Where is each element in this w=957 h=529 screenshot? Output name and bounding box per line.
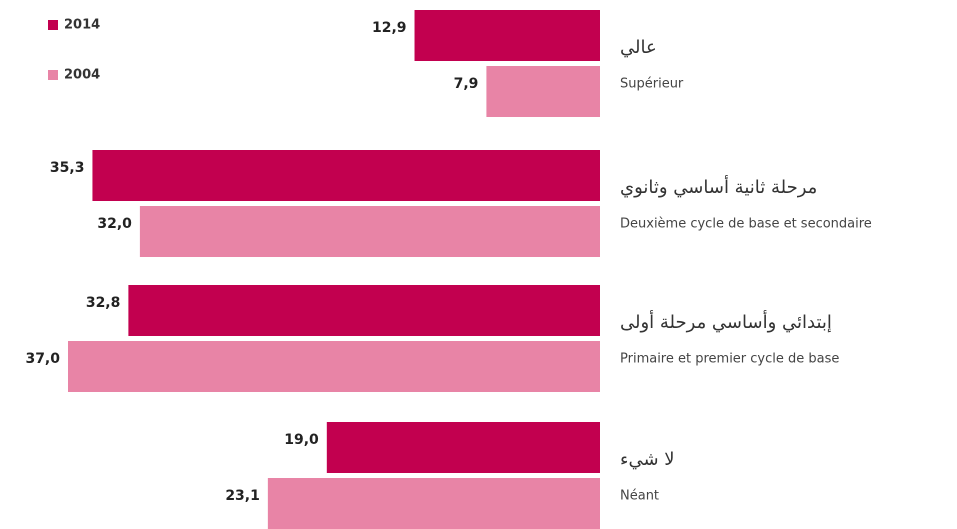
bar	[128, 285, 600, 336]
category-label-ar: لا شيء	[620, 449, 675, 470]
category-label-ar: مرحلة ثانية أساسي وثانوي	[620, 175, 817, 198]
bar	[139, 206, 600, 257]
legend-swatch	[48, 70, 58, 80]
category-label: Supérieur	[620, 77, 684, 92]
bar	[414, 10, 600, 61]
bar	[92, 150, 601, 201]
bar	[68, 341, 600, 392]
category-label-ar: إبتدائي وأساسي مرحلة أولى	[620, 310, 832, 333]
bar	[267, 478, 600, 529]
value-label: 35,3	[50, 160, 85, 176]
bar	[326, 422, 600, 473]
value-label: 23,1	[225, 488, 260, 504]
category-label-ar: عالي	[620, 37, 657, 58]
category-label: Deuxième cycle de base et secondaire	[620, 217, 872, 232]
value-label: 12,9	[372, 20, 407, 36]
category-label: Primaire et premier cycle de base	[620, 352, 839, 367]
legend-label: 2014	[64, 18, 100, 33]
value-label: 32,0	[97, 216, 132, 232]
value-label: 19,0	[284, 432, 319, 448]
value-label: 32,8	[86, 295, 121, 311]
value-label: 7,9	[454, 76, 479, 92]
legend-label: 2004	[64, 68, 100, 83]
legend-swatch	[48, 20, 58, 30]
category-label: Néant	[620, 489, 659, 504]
bar	[486, 66, 600, 117]
value-label: 37,0	[25, 351, 60, 367]
